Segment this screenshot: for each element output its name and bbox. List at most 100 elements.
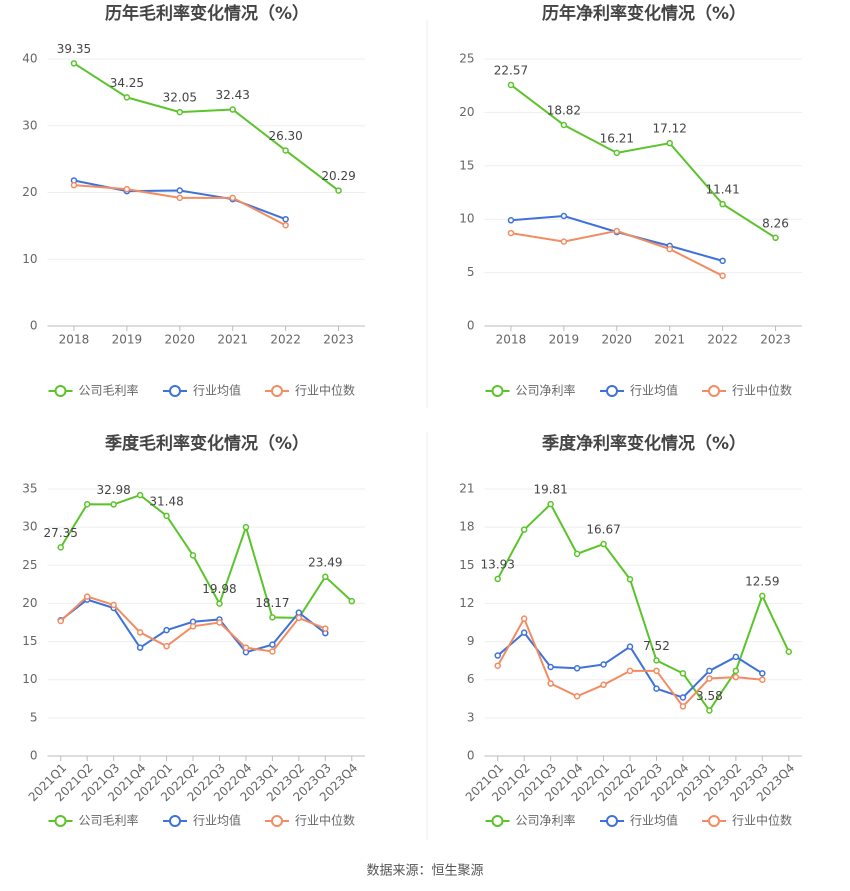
data-label: 22.57: [494, 63, 528, 77]
x-tick-label: 2022: [270, 333, 301, 347]
data-point: [176, 108, 184, 116]
y-tick-label: 5: [467, 265, 475, 279]
legend-label: 行业均值: [630, 383, 678, 398]
data-point: [176, 187, 184, 194]
data-point: [70, 181, 78, 189]
data-point: [269, 648, 276, 655]
data-point: [626, 667, 634, 675]
y-tick-label: 15: [459, 158, 474, 172]
chart-title: 季度毛利率变化情况（%）: [105, 433, 309, 454]
data-point: [70, 60, 78, 67]
data-point: [666, 245, 673, 253]
data-point: [759, 670, 766, 677]
x-tick-label: 2021: [217, 333, 248, 347]
data-label: 34.25: [110, 76, 144, 90]
data-point: [507, 81, 515, 89]
legend-label: 行业均值: [193, 383, 241, 398]
data-point: [494, 662, 501, 669]
y-tick-label: 40: [22, 52, 37, 66]
y-tick-label: 20: [459, 105, 474, 119]
data-point: [547, 500, 554, 508]
legend-label: 行业中位数: [295, 383, 355, 398]
data-label: 7.52: [643, 639, 670, 653]
y-tick-label: 6: [467, 672, 475, 686]
y-tick-label: 15: [459, 558, 474, 572]
data-point: [57, 544, 64, 551]
data-point: [785, 648, 793, 655]
data-point: [507, 229, 515, 237]
data-point: [732, 653, 740, 661]
data-label: 32.43: [216, 88, 250, 102]
data-point: [666, 139, 673, 147]
data-point: [547, 663, 554, 671]
data-point: [600, 681, 607, 689]
data-point: [216, 619, 223, 626]
y-tick-label: 12: [459, 596, 474, 610]
data-point: [732, 667, 740, 675]
data-label: 27.35: [44, 526, 78, 540]
data-point: [653, 667, 660, 675]
x-tick-label: 2022: [707, 333, 738, 347]
legend-marker: [271, 385, 283, 397]
data-label: 16.21: [600, 131, 634, 145]
x-tick-label: 2019: [112, 333, 143, 347]
data-point: [772, 234, 779, 242]
y-tick-label: 20: [22, 596, 37, 610]
legend-marker: [271, 815, 283, 827]
data-point: [189, 623, 197, 630]
data-point: [216, 600, 223, 607]
y-tick-label: 25: [22, 558, 37, 572]
legend-label: 公司净利率: [516, 813, 576, 828]
data-point: [626, 643, 634, 650]
series-line: [497, 631, 763, 699]
legend-label: 行业中位数: [732, 383, 792, 398]
y-tick-label: 10: [22, 252, 37, 266]
y-tick-label: 0: [30, 749, 38, 763]
data-point: [759, 676, 766, 683]
data-point: [520, 629, 528, 636]
data-point: [123, 185, 131, 193]
data-label: 12.59: [745, 574, 779, 588]
y-tick-label: 21: [459, 482, 474, 496]
data-point: [653, 657, 660, 664]
legend-marker: [491, 815, 504, 827]
data-point: [269, 614, 276, 621]
legend-marker: [54, 815, 67, 827]
x-tick-label: 2023: [323, 333, 354, 347]
legend-marker: [491, 385, 504, 397]
data-label: 18.82: [547, 104, 581, 118]
data-point: [295, 614, 303, 622]
data-label: 17.12: [653, 122, 687, 136]
y-tick-label: 0: [467, 749, 475, 763]
data-point: [494, 652, 501, 659]
legend-label: 行业中位数: [295, 813, 355, 828]
data-point: [560, 212, 568, 220]
y-tick-label: 30: [22, 118, 37, 132]
x-tick-label: 2020: [602, 333, 633, 347]
data-point: [494, 575, 501, 583]
data-label: 31.48: [149, 494, 183, 508]
data-label: 39.35: [57, 42, 91, 56]
legend-label: 行业均值: [193, 813, 241, 828]
data-point: [269, 641, 276, 648]
data-point: [706, 707, 713, 714]
data-label: 3.58: [696, 689, 723, 703]
data-point: [613, 227, 621, 235]
data-point: [136, 629, 144, 636]
data-point: [560, 121, 568, 129]
data-label: 26.30: [268, 129, 302, 143]
legend-marker: [606, 385, 618, 397]
x-tick-label: 2019: [549, 333, 580, 347]
y-tick-label: 35: [22, 482, 37, 496]
data-label: 32.98: [96, 483, 130, 497]
data-point: [163, 642, 170, 650]
data-point: [653, 685, 660, 692]
data-point: [282, 147, 289, 154]
legend-label: 行业中位数: [732, 813, 792, 828]
data-label: 11.41: [705, 183, 739, 197]
data-label: 18.17: [255, 596, 289, 610]
y-tick-label: 25: [459, 52, 474, 66]
x-tick-label: 2020: [165, 333, 196, 347]
x-tick-label: 2018: [59, 333, 90, 347]
source-note: 数据来源：恒生聚源: [366, 864, 483, 879]
